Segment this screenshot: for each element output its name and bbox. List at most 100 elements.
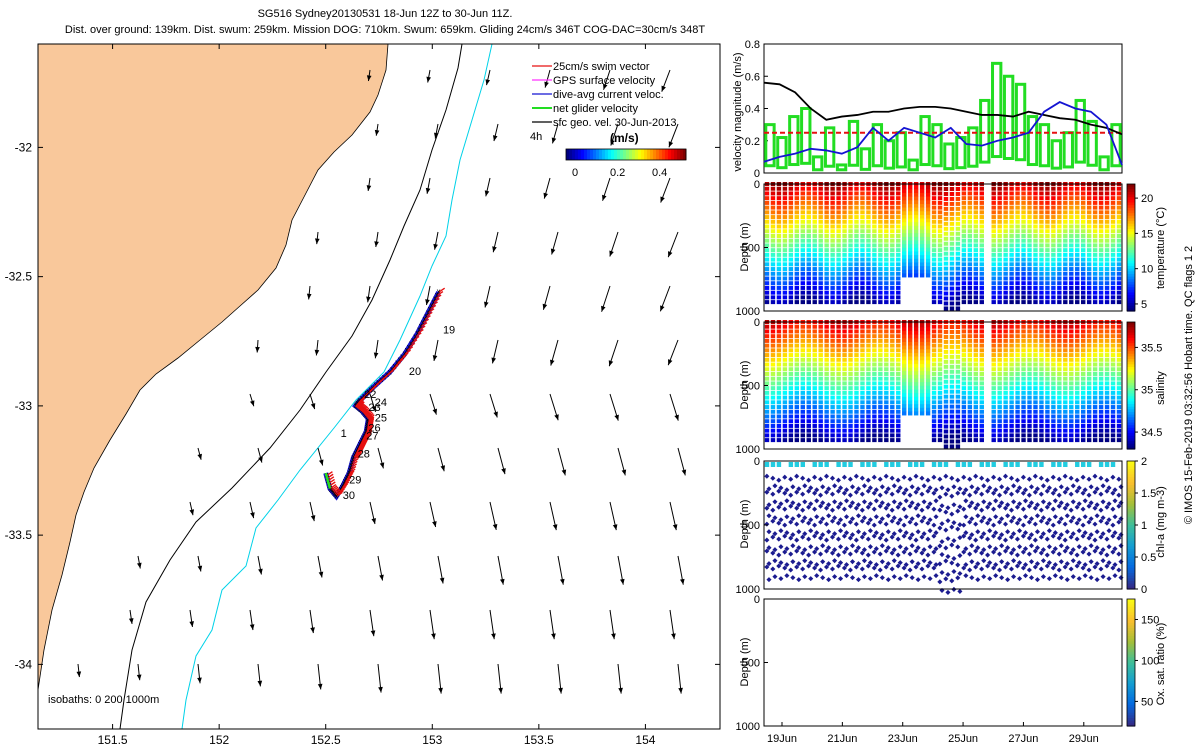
colorbar-step [1127, 493, 1135, 497]
section-point [955, 389, 961, 394]
section-point [907, 385, 913, 390]
section-point [884, 248, 889, 253]
swim-marker: x [329, 485, 333, 494]
section-point [854, 329, 859, 334]
section-point [1110, 248, 1116, 253]
current-arrow [609, 231, 619, 257]
section-point [1015, 353, 1020, 358]
section-point [1116, 267, 1122, 272]
colorbar-step [1127, 359, 1135, 363]
section-point [890, 205, 895, 210]
section-point [1021, 271, 1026, 276]
swim-marker: x [365, 425, 369, 434]
section-point [782, 252, 788, 257]
section-point [931, 300, 937, 305]
section-point [961, 210, 967, 215]
section-point [848, 405, 853, 410]
section-point [788, 224, 794, 229]
section-point [931, 405, 937, 410]
section-point [937, 219, 943, 224]
section-point [973, 371, 979, 376]
section-point [949, 324, 955, 329]
section-point [1092, 390, 1098, 395]
chl-surface-point [1081, 462, 1086, 467]
section-point [836, 386, 841, 391]
colorbar-step [1127, 327, 1135, 331]
section-point [824, 353, 829, 358]
section-point [788, 414, 794, 419]
section-point [1075, 281, 1080, 286]
section-point [902, 407, 907, 412]
swim-vector [346, 472, 354, 478]
section-point [919, 273, 925, 278]
section-point [1009, 267, 1014, 272]
section-point [1039, 390, 1044, 395]
section-point [1009, 381, 1014, 386]
section-point [788, 300, 794, 305]
section-point [913, 404, 919, 409]
section-point [776, 281, 782, 286]
section-point [1086, 243, 1092, 248]
section-point [931, 276, 937, 281]
section-point [1086, 252, 1092, 257]
section-point [979, 371, 984, 376]
section-point [806, 224, 811, 229]
section-point [1069, 338, 1074, 343]
section-point [961, 219, 967, 224]
section-point [854, 395, 859, 400]
section-point [770, 343, 776, 348]
section-point [943, 211, 949, 216]
section-point [997, 357, 1002, 362]
chl-point [897, 485, 903, 491]
section-point [872, 371, 877, 376]
section-point [854, 419, 859, 424]
section-point [997, 381, 1002, 386]
section-point [1069, 186, 1074, 191]
section-point [824, 224, 829, 229]
section-point [967, 419, 973, 424]
section-point [1057, 205, 1062, 210]
section-point [1081, 276, 1086, 281]
section-point [1104, 219, 1110, 224]
section-point [872, 252, 877, 257]
salinity-clabel: salinity [1155, 371, 1167, 405]
section-point [1092, 400, 1098, 405]
chl-point [1056, 492, 1062, 498]
section-point [1069, 423, 1074, 428]
section-point [860, 438, 865, 443]
chl-point [1082, 573, 1088, 579]
section-point [955, 271, 961, 276]
chl-point [1098, 566, 1104, 572]
section-point [925, 363, 931, 368]
section-point [866, 300, 871, 305]
section-point [961, 324, 967, 329]
section-point [1110, 343, 1116, 348]
section-point [937, 371, 943, 376]
section-point [1045, 238, 1050, 243]
section-point [1021, 329, 1026, 334]
section-point [866, 267, 871, 272]
section-point [764, 295, 770, 300]
section-point [961, 329, 967, 334]
chl-point [1040, 499, 1046, 505]
section-point [907, 225, 913, 230]
section-point [1104, 267, 1110, 272]
section-point [776, 257, 782, 262]
section-point [979, 257, 984, 262]
section-point [824, 219, 829, 224]
section-point [919, 352, 925, 357]
section-point [1009, 414, 1014, 419]
section-point [1003, 215, 1008, 220]
section-point [919, 363, 925, 368]
current-arrow [601, 285, 611, 312]
section-point [979, 219, 984, 224]
swim-marker: x [351, 453, 355, 462]
section-point [902, 218, 907, 223]
section-point [794, 285, 800, 290]
section-point [1098, 200, 1104, 205]
section-point [1021, 205, 1026, 210]
section-point [937, 334, 943, 339]
colorbar-step [1127, 276, 1135, 280]
swim-marker: x [435, 291, 439, 300]
colorbar-step [1127, 205, 1135, 209]
